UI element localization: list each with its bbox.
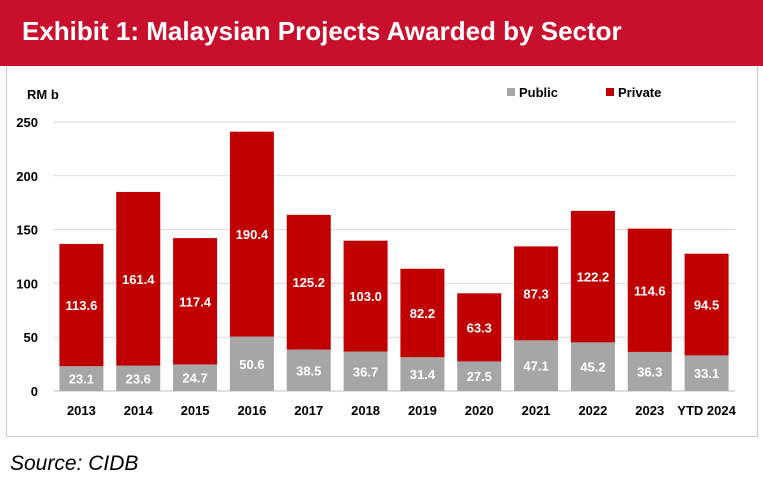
bar-public <box>457 361 502 391</box>
data-label-public: 36.7 <box>353 364 378 379</box>
bar-public <box>400 357 445 391</box>
data-label-private: 63.3 <box>467 320 492 335</box>
bar-public <box>343 351 388 391</box>
bar-private <box>400 268 445 358</box>
stacked-bar-chart: 0 50 100 150 200 250 RM b 23.1 113.6 2013 23.6 161.… <box>16 85 736 418</box>
x-tick-label: YTD 2024 <box>677 403 736 418</box>
data-label-private: 190.4 <box>236 227 269 242</box>
x-tick-label: 2013 <box>67 403 96 418</box>
source-note: Source: CIDB <box>10 452 139 475</box>
data-label-public: 27.5 <box>467 369 492 384</box>
data-label-private: 114.6 <box>634 283 666 298</box>
bar-private <box>173 238 218 365</box>
y-tick-label: 150 <box>16 223 38 238</box>
bar-public <box>627 351 672 391</box>
bar-public <box>514 340 559 391</box>
x-tick-label: 2017 <box>294 403 323 418</box>
legend-label: Public <box>519 85 558 100</box>
y-tick-label: 0 <box>31 384 38 399</box>
y-tick-label: 250 <box>16 115 38 130</box>
bar-public <box>229 336 274 391</box>
x-tick-label: 2014 <box>124 403 154 418</box>
y-tick-label: 100 <box>16 276 38 291</box>
exhibit-title: Exhibit 1: Malaysian Projects Awarded by… <box>22 16 622 46</box>
x-tick-label: 2019 <box>408 403 437 418</box>
x-tick-label: 2022 <box>578 403 607 418</box>
data-label-public: 33.1 <box>694 366 719 381</box>
bar-public <box>173 364 218 391</box>
data-label-public: 23.6 <box>126 371 151 386</box>
data-label-private: 94.5 <box>694 298 719 313</box>
bar-private <box>684 253 729 356</box>
data-label-public: 31.4 <box>410 367 436 382</box>
bar-public <box>59 366 104 391</box>
x-tick-label: 2023 <box>635 403 664 418</box>
data-label-public: 36.3 <box>637 364 662 379</box>
legend-swatch <box>507 88 515 96</box>
y-tick-label: 200 <box>16 169 38 184</box>
bar-public <box>570 342 615 391</box>
bar-private <box>229 131 274 337</box>
x-tick-label: 2018 <box>351 403 380 418</box>
data-label-private: 122.2 <box>577 270 610 285</box>
x-tick-label: 2016 <box>237 403 266 418</box>
bar-private <box>59 243 104 367</box>
exhibit-header: Exhibit 1: Malaysian Projects Awarded by… <box>0 0 763 66</box>
bar-public <box>684 355 729 391</box>
bar-public <box>116 365 161 391</box>
data-label-public: 47.1 <box>523 359 548 374</box>
bar-private <box>627 228 672 352</box>
data-label-private: 161.4 <box>122 272 155 287</box>
data-label-private: 87.3 <box>523 286 548 301</box>
data-label-private: 125.2 <box>292 275 325 290</box>
data-label-public: 50.6 <box>239 357 264 372</box>
data-label-private: 103.0 <box>349 289 382 304</box>
bar-private <box>116 191 161 366</box>
legend-swatch <box>606 88 614 96</box>
bar-private <box>457 293 502 362</box>
x-tick-label: 2020 <box>465 403 494 418</box>
data-label-private: 113.6 <box>66 298 98 313</box>
x-tick-label: 2021 <box>522 403 551 418</box>
bar-private <box>286 214 331 350</box>
data-label-private: 117.4 <box>179 294 212 309</box>
y-tick-label: 50 <box>24 330 38 345</box>
data-label-public: 45.2 <box>580 360 605 375</box>
data-label-public: 24.7 <box>182 371 207 386</box>
bar-private <box>570 210 615 343</box>
y-axis-label: RM b <box>27 87 59 102</box>
x-tick-label: 2015 <box>181 403 210 418</box>
data-label-private: 82.2 <box>410 306 435 321</box>
data-label-public: 23.1 <box>69 372 94 387</box>
data-label-public: 38.5 <box>296 363 321 378</box>
bar-private <box>343 240 388 352</box>
bar-public <box>286 349 331 391</box>
legend-label: Private <box>618 85 661 100</box>
chart-frame: 0 50 100 150 200 250 RM b 23.1 113.6 2013 23.6 161.… <box>6 66 758 437</box>
bar-private <box>514 246 559 341</box>
